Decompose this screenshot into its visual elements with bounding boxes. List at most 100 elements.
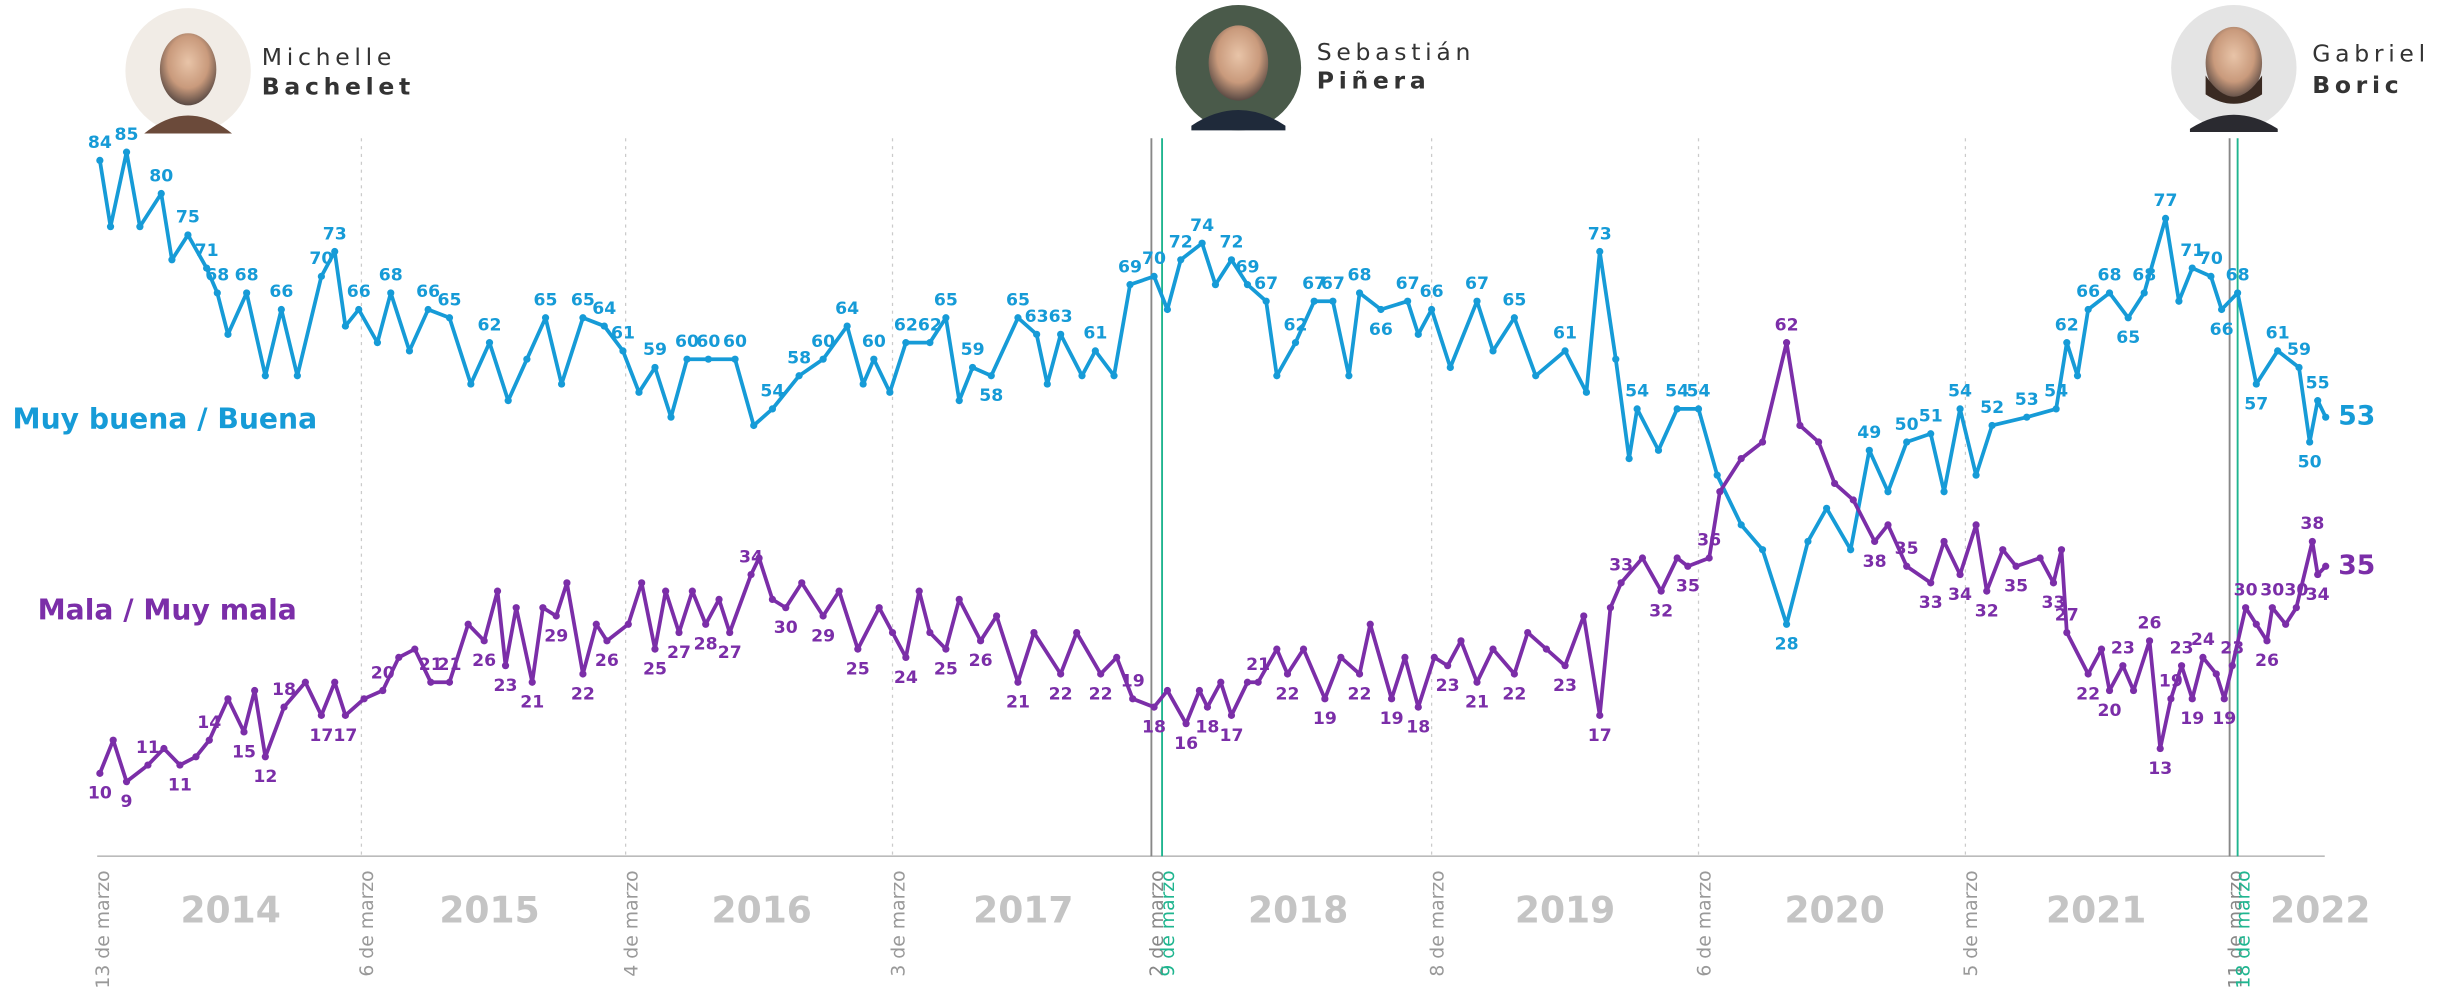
value-label: 61 [611,324,635,344]
value-label: 65 [437,291,461,311]
year-label: 2018 [1248,890,1348,932]
point [2252,380,2260,388]
point [1163,686,1172,695]
point [160,744,168,753]
value-label: 63 [1025,307,1049,327]
point [1815,438,1823,446]
point [1927,579,1935,587]
point [1377,305,1385,314]
point [1606,604,1615,612]
point [1871,537,1879,546]
point [157,189,165,198]
point [1524,628,1532,637]
value-label: 26 [2138,614,2162,634]
value-label: 21 [520,693,544,713]
value-label: 23 [2170,638,2194,658]
point [427,678,435,686]
point [1633,405,1641,413]
value-label: 22 [2076,684,2100,704]
point [109,736,117,744]
point [1329,297,1337,305]
point [1561,347,1569,355]
value-label: 26 [595,651,619,671]
point [2322,413,2330,421]
point [942,314,950,322]
point [926,628,934,637]
point [224,330,232,338]
value-label: 17 [333,726,357,746]
date-label: 2 de marzo [1147,870,1168,976]
point [2036,554,2044,562]
date-label: 13 de marzo [93,870,114,988]
point [1262,297,1270,305]
point [317,272,325,280]
point [2188,264,2196,272]
point [355,305,363,314]
value-label: 61 [1083,324,1107,344]
point [651,645,659,653]
value-label: 69 [1118,257,1142,277]
point [2105,289,2114,297]
value-label: 62 [478,315,502,335]
point [168,256,176,264]
photo-bachelet [125,8,251,134]
value-label: 18 [1142,717,1166,737]
point [2322,562,2330,570]
value-label: 65 [534,291,558,311]
value-label: 72 [1219,233,1243,253]
value-label: 60 [675,332,699,352]
value-label: 28 [694,635,718,655]
person-last: Bachelet [262,73,415,101]
point [1446,363,1454,372]
point [2292,604,2300,612]
point [96,769,104,777]
point [379,686,387,695]
point [205,736,213,744]
point [1273,372,1281,380]
point [523,355,531,363]
point [1625,454,1633,463]
value-label: 66 [1369,320,1393,340]
point [1956,570,1964,579]
point [915,587,923,595]
point [1014,678,1022,686]
person-last: Piñera [1317,66,1431,94]
point [360,695,368,703]
point [1243,281,1252,289]
point [926,339,934,347]
point [1617,579,1625,587]
point [1211,281,1220,289]
point [1203,703,1212,711]
point [1283,670,1292,678]
point [493,587,502,595]
point [1091,347,1099,355]
value-label: 21 [419,655,443,675]
point [2124,314,2132,322]
point [819,355,827,363]
point [2156,744,2164,753]
point [387,289,395,297]
value-label: 58 [787,349,811,369]
point [213,289,221,297]
end-label: 53 [2338,401,2375,432]
point [2282,620,2290,628]
point [1043,380,1051,388]
value-label: 54 [1625,382,1649,402]
point [1030,628,1038,637]
point [557,380,566,388]
point [1033,330,1041,338]
point [1532,372,1540,380]
value-label: 10 [88,784,112,804]
point [1113,653,1121,662]
value-label: 65 [2116,328,2140,348]
series-line [98,340,2328,784]
point [2306,438,2314,446]
point [1014,314,1022,322]
point [1177,256,1185,264]
person-first: Sebastián [1317,38,1475,66]
point [2199,653,2207,662]
value-label: 62 [918,315,942,335]
point [870,355,878,363]
point [1078,372,1086,380]
